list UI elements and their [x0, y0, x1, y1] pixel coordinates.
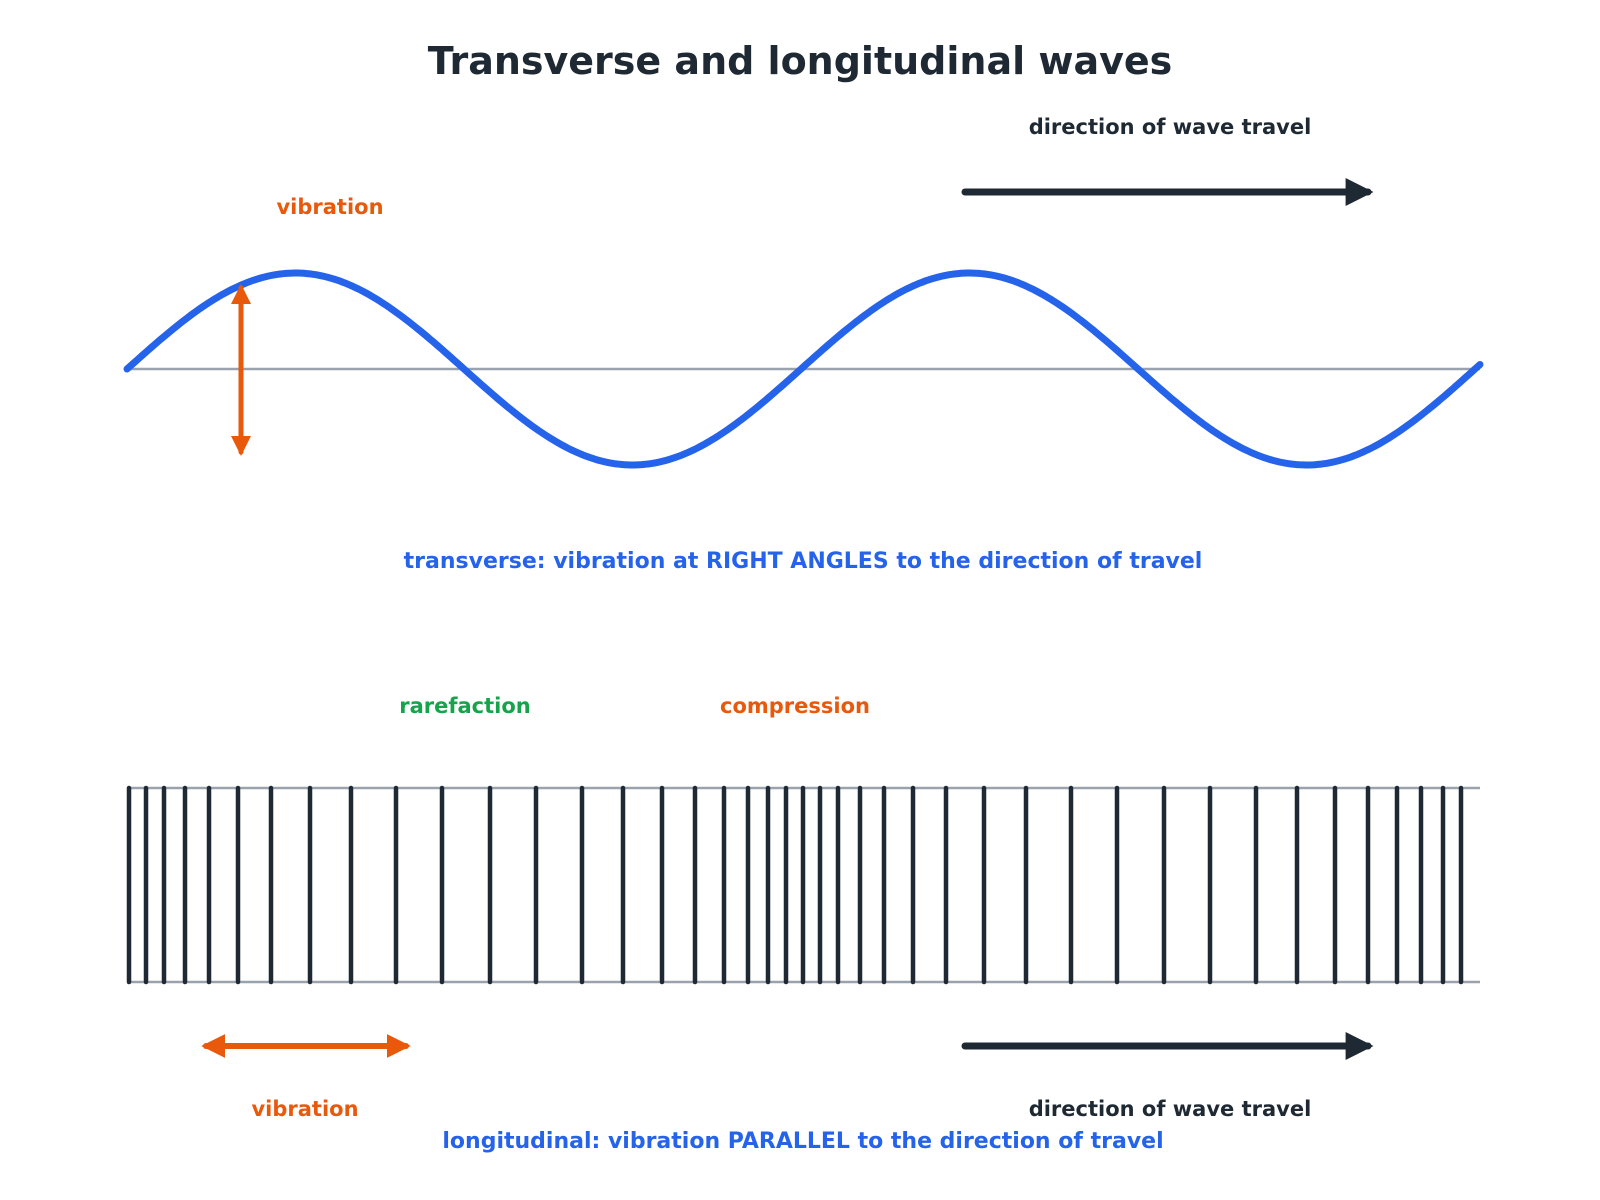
longitudinal-panel: rarefaction compression vibration direct… — [126, 694, 1480, 1154]
compression-label: compression — [720, 694, 870, 718]
longitudinal-particle-lines — [126, 785, 1464, 985]
transverse-panel: direction of wave travel vibration trans… — [123, 115, 1484, 574]
rarefaction-label: rarefaction — [399, 694, 531, 718]
longitudinal-direction-label: direction of wave travel — [1029, 1097, 1312, 1121]
transverse-direction-label: direction of wave travel — [1029, 115, 1312, 139]
transverse-wave-curve — [123, 269, 1484, 469]
transverse-vibration-label: vibration — [276, 195, 383, 219]
longitudinal-caption: longitudinal: vibration PARALLEL to the … — [442, 1129, 1163, 1154]
diagram-title: Transverse and longitudinal waves — [428, 39, 1173, 83]
longitudinal-vibration-label: vibration — [251, 1097, 358, 1121]
transverse-caption: transverse: vibration at RIGHT ANGLES to… — [404, 549, 1203, 574]
